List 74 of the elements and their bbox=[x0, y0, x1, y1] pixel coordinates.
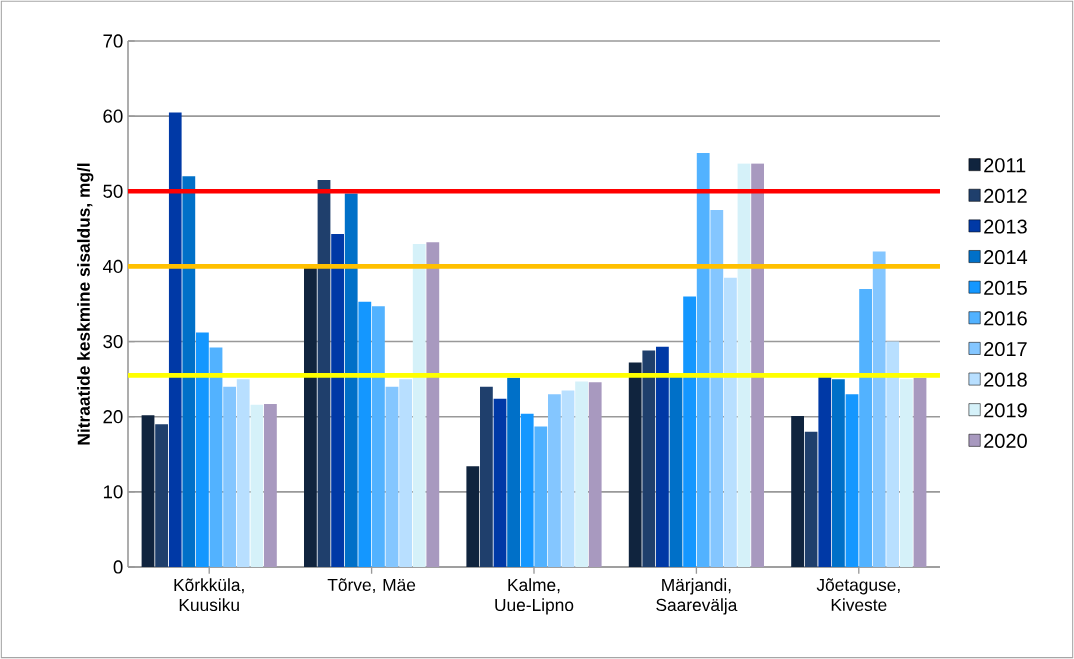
bar bbox=[358, 301, 372, 567]
legend-label: 2015 bbox=[984, 280, 1027, 295]
x-tick-label: Jõetaguse, Kiveste bbox=[816, 578, 900, 611]
bar bbox=[412, 243, 426, 567]
y-tick-label: 50 bbox=[103, 184, 123, 198]
legend-label: 2020 bbox=[984, 433, 1027, 448]
y-tick-label: 0 bbox=[113, 560, 123, 574]
bar bbox=[466, 466, 480, 567]
x-tick-label: Kõrkküla, Kuusiku bbox=[174, 578, 244, 612]
legend-label: 2014 bbox=[984, 250, 1028, 265]
bar bbox=[724, 277, 737, 567]
bar bbox=[426, 242, 440, 567]
bar bbox=[236, 379, 250, 567]
bar bbox=[331, 234, 344, 567]
bar bbox=[669, 375, 683, 567]
bar bbox=[913, 377, 927, 567]
bar bbox=[737, 163, 751, 567]
bar bbox=[900, 379, 913, 567]
bar bbox=[196, 332, 209, 567]
bar bbox=[399, 379, 413, 567]
bar bbox=[480, 386, 493, 567]
bar bbox=[683, 296, 696, 567]
legend-label: 2017 bbox=[984, 341, 1027, 357]
bar bbox=[250, 404, 264, 567]
bar bbox=[155, 424, 169, 567]
bar bbox=[804, 431, 818, 567]
bar bbox=[575, 381, 588, 567]
legend-label: 2016 bbox=[984, 311, 1027, 326]
x-tick-label: Tõrve, Mäe bbox=[327, 578, 416, 594]
bar bbox=[696, 152, 710, 567]
bar bbox=[223, 386, 237, 567]
x-tick-label: Märjandi, Saarevälja bbox=[656, 578, 738, 615]
y-tick-label: 40 bbox=[102, 259, 123, 274]
legend-label: 2013 bbox=[984, 219, 1027, 234]
bar bbox=[886, 341, 900, 567]
legend-label: 2019 bbox=[984, 403, 1027, 418]
bar bbox=[344, 193, 358, 567]
bar bbox=[859, 288, 872, 567]
y-tick-label: 60 bbox=[103, 109, 123, 123]
y-tick-label: 20 bbox=[103, 410, 123, 424]
bar bbox=[507, 377, 520, 567]
bar bbox=[493, 398, 507, 567]
bar bbox=[818, 375, 832, 567]
bar bbox=[710, 210, 724, 567]
bar bbox=[588, 382, 602, 567]
bar bbox=[628, 362, 642, 567]
bar bbox=[168, 112, 182, 567]
bar bbox=[751, 163, 764, 567]
bar bbox=[642, 350, 656, 567]
y-tick-label: 30 bbox=[103, 334, 123, 349]
y-axis-title: Nitraatide keskmine sisaldus, mg/l bbox=[77, 163, 94, 445]
legend-label: 2012 bbox=[984, 188, 1027, 203]
bar bbox=[141, 415, 155, 567]
bar bbox=[520, 413, 534, 567]
y-tick-label: 70 bbox=[103, 34, 123, 48]
bar bbox=[182, 176, 196, 567]
bar bbox=[845, 394, 859, 567]
bar bbox=[372, 306, 385, 567]
legend-label: 2011 bbox=[984, 158, 1026, 173]
bar bbox=[317, 180, 331, 567]
bar bbox=[548, 394, 561, 567]
bar bbox=[534, 426, 548, 567]
bar bbox=[872, 251, 886, 567]
bar bbox=[832, 379, 845, 567]
legend-label: 2018 bbox=[984, 372, 1027, 387]
x-tick-label: Kalme, Uue-Lipno bbox=[495, 578, 574, 615]
bar bbox=[209, 347, 223, 567]
bar bbox=[385, 386, 399, 567]
bar bbox=[561, 390, 575, 567]
bar bbox=[791, 415, 804, 567]
y-tick-label: 10 bbox=[103, 485, 123, 499]
bar bbox=[656, 346, 669, 567]
bar bbox=[264, 403, 277, 567]
bar bbox=[304, 266, 317, 567]
